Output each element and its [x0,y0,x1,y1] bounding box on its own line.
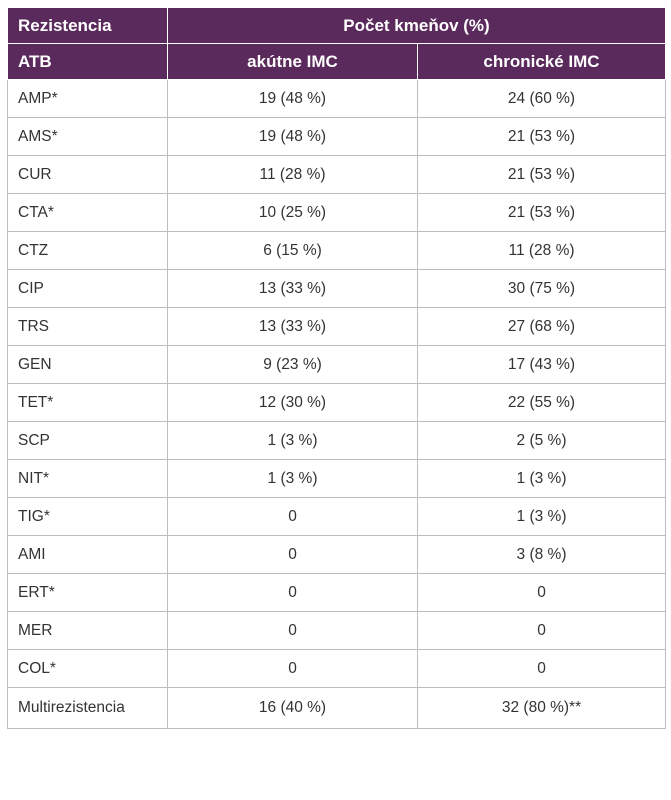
cell-atb: MER [7,611,168,650]
cell-chronic: 21 (53 %) [417,193,666,232]
table-row: MER 0 0 [7,611,666,650]
cell-atb: AMS* [7,117,168,156]
table-row: TRS 13 (33 %) 27 (68 %) [7,307,666,346]
cell-chronic: 21 (53 %) [417,155,666,194]
table-row: AMI 0 3 (8 %) [7,535,666,574]
cell-chronic: 1 (3 %) [417,459,666,498]
table-row: GEN 9 (23 %) 17 (43 %) [7,345,666,384]
cell-acute: 1 (3 %) [167,459,418,498]
cell-chronic: 3 (8 %) [417,535,666,574]
cell-acute: 1 (3 %) [167,421,418,460]
cell-acute: 0 [167,497,418,536]
table-row: CUR 11 (28 %) 21 (53 %) [7,155,666,194]
table-row: CIP 13 (33 %) 30 (75 %) [7,269,666,308]
header-strain-count: Počet kmeňov (%) [167,7,666,44]
resistance-table: Rezistencia Počet kmeňov (%) ATB akútne … [7,7,666,729]
cell-atb: CTA* [7,193,168,232]
cell-acute: 12 (30 %) [167,383,418,422]
cell-acute: 19 (48 %) [167,79,418,118]
cell-acute: 13 (33 %) [167,307,418,346]
cell-chronic: 32 (80 %)** [417,687,666,729]
cell-acute: 13 (33 %) [167,269,418,308]
cell-chronic: 21 (53 %) [417,117,666,156]
table-body: AMP* 19 (48 %) 24 (60 %) AMS* 19 (48 %) 21 (5… [7,79,666,729]
cell-acute: 19 (48 %) [167,117,418,156]
table-container: Rezistencia Počet kmeňov (%) ATB akútne … [7,7,666,729]
header-row-1: Rezistencia Počet kmeňov (%) [7,7,666,44]
cell-acute: 9 (23 %) [167,345,418,384]
table-row: AMP* 19 (48 %) 24 (60 %) [7,79,666,118]
cell-chronic: 27 (68 %) [417,307,666,346]
table-row: CTZ 6 (15 %) 11 (28 %) [7,231,666,270]
cell-atb: AMP* [7,79,168,118]
cell-atb: AMI [7,535,168,574]
cell-atb: CIP [7,269,168,308]
cell-atb: ERT* [7,573,168,612]
table-row: TIG* 0 1 (3 %) [7,497,666,536]
table-row: CTA* 10 (25 %) 21 (53 %) [7,193,666,232]
cell-chronic: 0 [417,649,666,688]
table-header: Rezistencia Počet kmeňov (%) ATB akútne … [7,7,666,80]
cell-chronic: 24 (60 %) [417,79,666,118]
cell-chronic: 30 (75 %) [417,269,666,308]
cell-atb: SCP [7,421,168,460]
table-row: NIT* 1 (3 %) 1 (3 %) [7,459,666,498]
cell-acute: 0 [167,573,418,612]
header-chronic: chronické IMC [417,43,666,80]
table-row: COL* 0 0 [7,649,666,688]
cell-acute: 16 (40 %) [167,687,418,729]
cell-chronic: 2 (5 %) [417,421,666,460]
cell-atb: TET* [7,383,168,422]
table-row: SCP 1 (3 %) 2 (5 %) [7,421,666,460]
cell-chronic: 0 [417,573,666,612]
table-row: ERT* 0 0 [7,573,666,612]
cell-atb: TRS [7,307,168,346]
cell-acute: 0 [167,649,418,688]
cell-atb: TIG* [7,497,168,536]
cell-acute: 6 (15 %) [167,231,418,270]
cell-atb: Multirezistencia [7,687,168,729]
header-resistance: Rezistencia [7,7,168,44]
cell-chronic: 11 (28 %) [417,231,666,270]
cell-atb: CUR [7,155,168,194]
header-row-2: ATB akútne IMC chronické IMC [7,43,666,80]
header-acute: akútne IMC [167,43,418,80]
cell-acute: 0 [167,535,418,574]
cell-chronic: 17 (43 %) [417,345,666,384]
cell-acute: 10 (25 %) [167,193,418,232]
cell-chronic: 0 [417,611,666,650]
cell-atb: GEN [7,345,168,384]
cell-atb: CTZ [7,231,168,270]
cell-chronic: 22 (55 %) [417,383,666,422]
cell-acute: 0 [167,611,418,650]
cell-acute: 11 (28 %) [167,155,418,194]
header-atb: ATB [7,43,168,80]
cell-chronic: 1 (3 %) [417,497,666,536]
table-row: Multirezistencia 16 (40 %) 32 (80 %)** [7,687,666,729]
cell-atb: NIT* [7,459,168,498]
table-row: TET* 12 (30 %) 22 (55 %) [7,383,666,422]
cell-atb: COL* [7,649,168,688]
table-row: AMS* 19 (48 %) 21 (53 %) [7,117,666,156]
